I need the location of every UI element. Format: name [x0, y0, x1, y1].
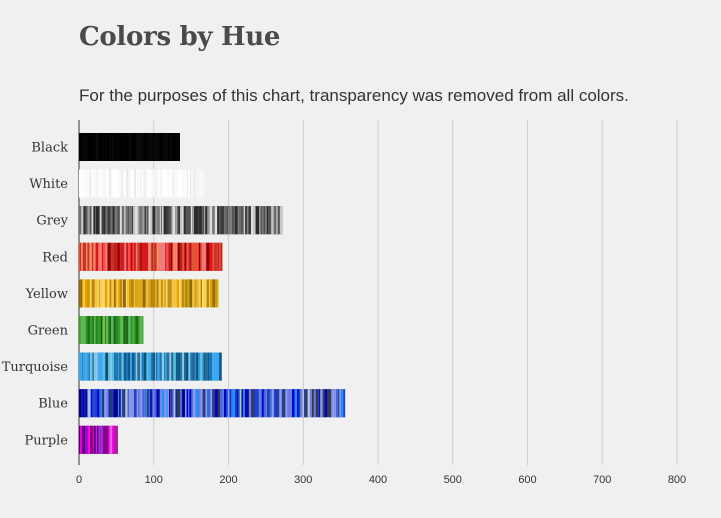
category-label: Red [42, 250, 68, 265]
x-tick-label: 0 [76, 474, 82, 486]
bar-red [79, 242, 223, 271]
bar-white [79, 169, 204, 198]
bar-black [79, 133, 180, 161]
bar-grey [79, 206, 283, 235]
x-tick-label: 100 [145, 474, 163, 486]
bar-yellow [79, 279, 219, 308]
category-label: Purple [24, 433, 68, 448]
x-tick-label: 600 [518, 474, 536, 486]
x-tick-label: 400 [369, 474, 387, 486]
category-label: Green [28, 324, 69, 339]
x-tick-label: 500 [444, 474, 462, 486]
x-tick-label: 700 [593, 474, 611, 486]
x-tick-label: 800 [668, 474, 686, 486]
bar-purple [79, 425, 118, 454]
bar-blue [79, 389, 346, 418]
category-label: Grey [36, 214, 68, 229]
chart-subtitle: For the purposes of this chart, transpar… [79, 86, 629, 105]
category-label: Yellow [25, 287, 68, 302]
chart-title: Colors by Hue [79, 22, 281, 52]
x-tick-label: 300 [294, 474, 312, 486]
category-label: Black [31, 141, 68, 156]
category-label: Blue [38, 397, 68, 412]
category-label: White [29, 177, 68, 192]
category-label: Turquoise [2, 360, 69, 375]
bar-turquoise [79, 352, 222, 381]
bar-green [79, 316, 144, 344]
x-tick-label: 200 [219, 474, 237, 486]
